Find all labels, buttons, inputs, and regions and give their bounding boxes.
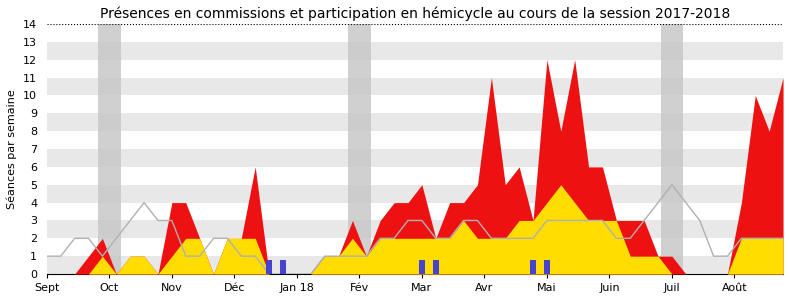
Bar <box>47 256 783 274</box>
Bar <box>47 24 783 42</box>
Bar <box>786 24 790 274</box>
Bar <box>47 167 783 185</box>
Bar <box>47 95 783 113</box>
Bar <box>47 42 783 60</box>
Bar <box>419 260 425 274</box>
Bar <box>47 60 783 78</box>
Bar <box>47 78 783 95</box>
Bar <box>47 113 783 131</box>
Bar <box>98 24 121 274</box>
Bar <box>660 24 683 274</box>
Bar <box>47 238 783 256</box>
Bar <box>47 202 783 220</box>
Bar <box>47 185 783 203</box>
Bar <box>47 220 783 238</box>
Bar <box>266 260 272 274</box>
Bar <box>530 260 536 274</box>
Title: Présences en commissions et participation en hémicycle au cours de la session 20: Présences en commissions et participatio… <box>100 7 730 21</box>
Y-axis label: Séances par semaine: Séances par semaine <box>7 89 17 209</box>
Bar <box>280 260 286 274</box>
Bar <box>433 260 438 274</box>
Bar <box>348 24 371 274</box>
Bar <box>47 149 783 167</box>
Bar <box>47 131 783 149</box>
Bar <box>544 260 550 274</box>
